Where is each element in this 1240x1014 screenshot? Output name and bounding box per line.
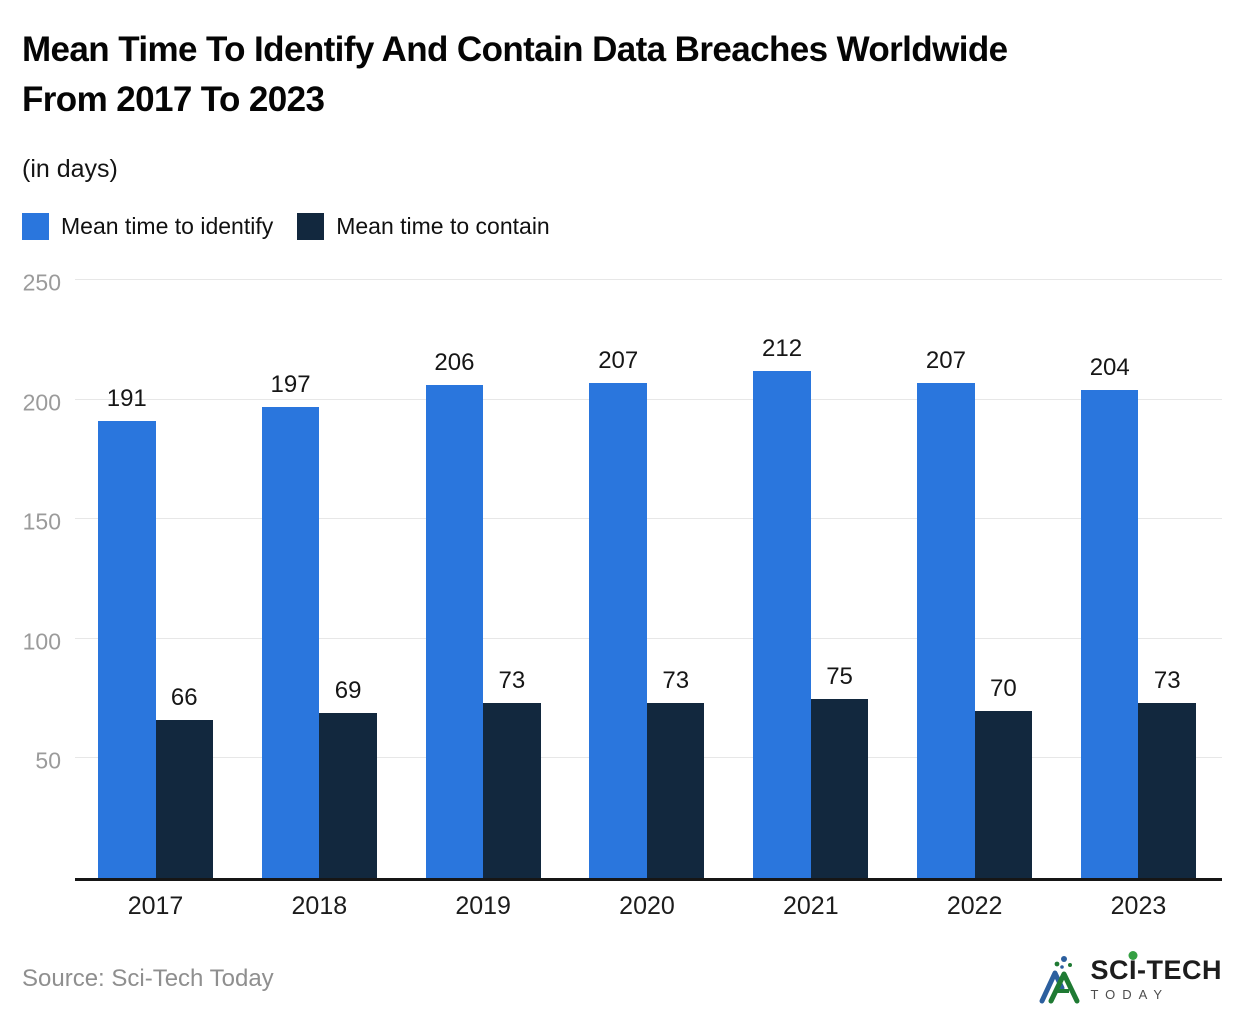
bar-group-2019: 206 73: [425, 283, 541, 878]
x-tick-label-2019: 2019: [455, 892, 511, 920]
y-axis: 50 100 150 200 250: [22, 270, 75, 881]
bar-group-2020: 207 73: [589, 283, 705, 878]
bar-value-mean-time-to-contain-2020: 73: [662, 667, 690, 695]
bar-value-mean-time-to-contain-2017: 66: [170, 684, 198, 712]
bar-mean-time-to-identify-2020[interactable]: 207: [589, 347, 647, 878]
x-tick-label-2022: 2022: [946, 892, 1003, 920]
gridline-250: [75, 279, 1222, 280]
bar-mean-time-to-identify-2019[interactable]: 206: [425, 349, 484, 878]
y-tick-label-200: 200: [22, 389, 61, 416]
bar-group-2021: 212 75: [753, 283, 869, 878]
bar-chart: 50 100 150 200 250 191 66 197 69 206 73 207 73 212 75…: [22, 270, 1222, 921]
bar-mean-time-to-identify-2022[interactable]: 207: [917, 347, 975, 878]
sci-tech-logo: SCI -TECH TODAY: [1036, 950, 1222, 1005]
bar-mean-time-to-identify-2017[interactable]: 191: [98, 385, 156, 878]
bar-mean-time-to-contain-2022[interactable]: 70: [974, 675, 1033, 878]
x-tick-label-2020: 2020: [619, 892, 675, 920]
bar-mean-time-to-contain-2019[interactable]: 73: [483, 667, 541, 878]
y-tick-label-150: 150: [22, 508, 61, 535]
legend-swatch-identify: [22, 213, 49, 240]
bar-value-mean-time-to-contain-2022: 70: [990, 674, 1017, 702]
bar-value-mean-time-to-identify-2017: 191: [106, 385, 147, 413]
bar-value-mean-time-to-identify-2020: 207: [598, 346, 639, 374]
bar-mean-time-to-identify-2018[interactable]: 197: [261, 371, 320, 878]
gridline-100: [75, 637, 1222, 639]
chart-subtitle: (in days): [22, 155, 118, 183]
bar-group-2023: 204 73: [1080, 283, 1196, 878]
legend-label-contain: Mean time to contain: [336, 213, 550, 239]
bar-value-mean-time-to-identify-2022: 207: [925, 346, 966, 374]
bar-mean-time-to-contain-2021[interactable]: 75: [810, 663, 869, 878]
gridline-150: [75, 518, 1222, 520]
legend-label-identify: Mean time to identify: [61, 213, 274, 239]
bar-value-mean-time-to-contain-2023: 73: [1153, 667, 1181, 695]
bar-value-mean-time-to-identify-2018: 197: [270, 370, 311, 398]
plot-area: 191 66 197 69 206 73 207 73 212 75 207 70 204 73: [75, 279, 1222, 881]
gridline-200: [75, 398, 1222, 400]
legend-item-contain[interactable]: Mean time to contain: [297, 213, 550, 240]
bar-value-mean-time-to-identify-2021: 212: [762, 334, 803, 362]
legend-swatch-contain: [297, 213, 325, 240]
x-tick-label-2017: 2017: [127, 892, 184, 920]
bar-mean-time-to-identify-2021[interactable]: 212: [753, 335, 811, 878]
legend: Mean time to identify Mean time to conta…: [22, 213, 1222, 240]
bar-group-2017: 191 66: [98, 283, 213, 878]
bar-mean-time-to-identify-2023[interactable]: 204: [1080, 354, 1139, 878]
bar-mean-time-to-contain-2018[interactable]: 69: [319, 677, 377, 878]
x-tick-label-2018: 2018: [291, 892, 348, 920]
bar-value-mean-time-to-identify-2023: 204: [1089, 354, 1130, 382]
page-title: Mean Time To Identify And Contain Data B…: [22, 30, 1008, 119]
source-text: Source: Sci-Tech Today: [22, 965, 274, 992]
y-tick-label-100: 100: [22, 628, 61, 655]
y-tick-label-250: 250: [22, 269, 61, 296]
x-axis: 2017 2018 2019 2020 2021 2022 2023: [75, 892, 1222, 921]
bar-mean-time-to-contain-2017[interactable]: 66: [155, 684, 213, 878]
bar-value-mean-time-to-contain-2019: 73: [498, 667, 526, 695]
y-tick-label-50: 50: [35, 747, 61, 774]
bar-group-2022: 207 70: [917, 283, 1033, 878]
bar-value-mean-time-to-contain-2021: 75: [826, 662, 853, 690]
x-tick-label-2023: 2023: [1110, 892, 1167, 920]
x-tick-label-2021: 2021: [783, 892, 839, 920]
sci-tech-logo-mark-icon: [1039, 956, 1080, 1004]
logo-line1: SCI -TECH: [1090, 950, 1222, 984]
legend-item-identify[interactable]: Mean time to identify: [22, 213, 273, 240]
logo-check-dot-icon: [1128, 950, 1138, 960]
bar-value-mean-time-to-identify-2019: 206: [434, 349, 475, 377]
logo-line2: TODAY: [1090, 986, 1170, 1002]
bar-mean-time-to-contain-2020[interactable]: 73: [646, 667, 705, 878]
bar-group-2018: 197 69: [261, 283, 377, 878]
footer: Source: Sci-Tech Today SCI -TECH TODAY: [22, 950, 1222, 1005]
bar-mean-time-to-contain-2023[interactable]: 73: [1138, 667, 1196, 878]
bar-value-mean-time-to-contain-2018: 69: [334, 676, 362, 704]
logo-text: SCI -TECH TODAY: [1090, 950, 1222, 1002]
